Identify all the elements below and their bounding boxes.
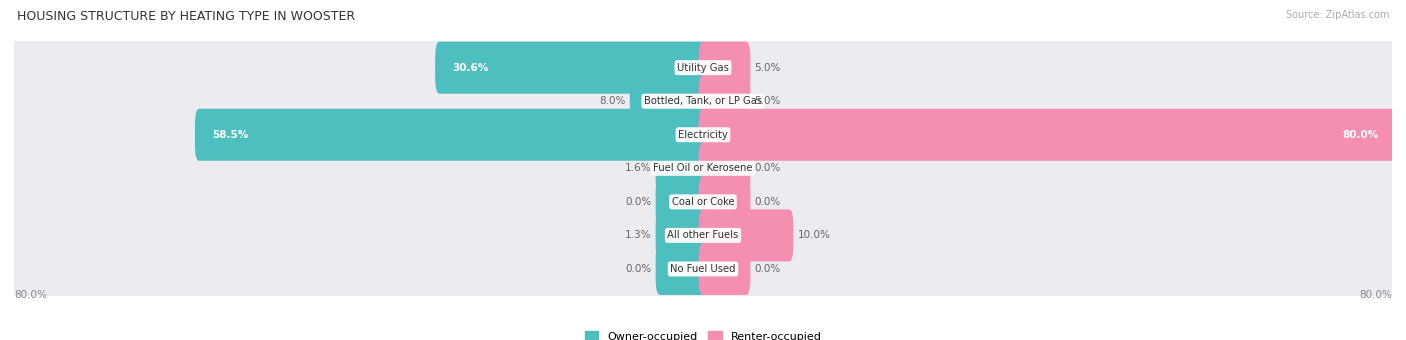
Text: Coal or Coke: Coal or Coke	[672, 197, 734, 207]
Text: 0.0%: 0.0%	[755, 163, 780, 173]
Text: 1.3%: 1.3%	[624, 231, 651, 240]
FancyBboxPatch shape	[655, 209, 707, 261]
Text: Utility Gas: Utility Gas	[678, 63, 728, 73]
FancyBboxPatch shape	[699, 75, 751, 127]
Text: 0.0%: 0.0%	[626, 264, 651, 274]
Text: Bottled, Tank, or LP Gas: Bottled, Tank, or LP Gas	[644, 96, 762, 106]
FancyBboxPatch shape	[11, 130, 1395, 207]
FancyBboxPatch shape	[699, 209, 793, 261]
FancyBboxPatch shape	[11, 197, 1395, 274]
FancyBboxPatch shape	[11, 62, 1395, 140]
Text: 58.5%: 58.5%	[212, 130, 249, 140]
FancyBboxPatch shape	[11, 96, 1395, 174]
Text: 0.0%: 0.0%	[626, 197, 651, 207]
FancyBboxPatch shape	[11, 163, 1395, 241]
FancyBboxPatch shape	[699, 142, 751, 194]
Text: 1.6%: 1.6%	[624, 163, 651, 173]
Text: Fuel Oil or Kerosene: Fuel Oil or Kerosene	[654, 163, 752, 173]
FancyBboxPatch shape	[699, 41, 751, 94]
Text: 80.0%: 80.0%	[1343, 130, 1379, 140]
FancyBboxPatch shape	[436, 41, 707, 94]
FancyBboxPatch shape	[655, 176, 707, 228]
FancyBboxPatch shape	[699, 176, 751, 228]
Text: All other Fuels: All other Fuels	[668, 231, 738, 240]
Text: Electricity: Electricity	[678, 130, 728, 140]
Text: 80.0%: 80.0%	[14, 290, 46, 300]
FancyBboxPatch shape	[195, 109, 707, 161]
Text: 5.0%: 5.0%	[755, 96, 782, 106]
FancyBboxPatch shape	[11, 230, 1395, 308]
Text: 80.0%: 80.0%	[1360, 290, 1392, 300]
Text: 0.0%: 0.0%	[755, 264, 780, 274]
FancyBboxPatch shape	[699, 109, 1396, 161]
FancyBboxPatch shape	[699, 243, 751, 295]
FancyBboxPatch shape	[11, 29, 1395, 106]
Text: Source: ZipAtlas.com: Source: ZipAtlas.com	[1285, 10, 1389, 20]
Text: 8.0%: 8.0%	[599, 96, 626, 106]
Text: 5.0%: 5.0%	[755, 63, 782, 73]
Text: No Fuel Used: No Fuel Used	[671, 264, 735, 274]
FancyBboxPatch shape	[655, 243, 707, 295]
Text: 30.6%: 30.6%	[453, 63, 489, 73]
FancyBboxPatch shape	[655, 142, 707, 194]
FancyBboxPatch shape	[630, 75, 707, 127]
Text: HOUSING STRUCTURE BY HEATING TYPE IN WOOSTER: HOUSING STRUCTURE BY HEATING TYPE IN WOO…	[17, 10, 354, 23]
Legend: Owner-occupied, Renter-occupied: Owner-occupied, Renter-occupied	[581, 327, 825, 340]
Text: 0.0%: 0.0%	[755, 197, 780, 207]
Text: 10.0%: 10.0%	[797, 231, 831, 240]
